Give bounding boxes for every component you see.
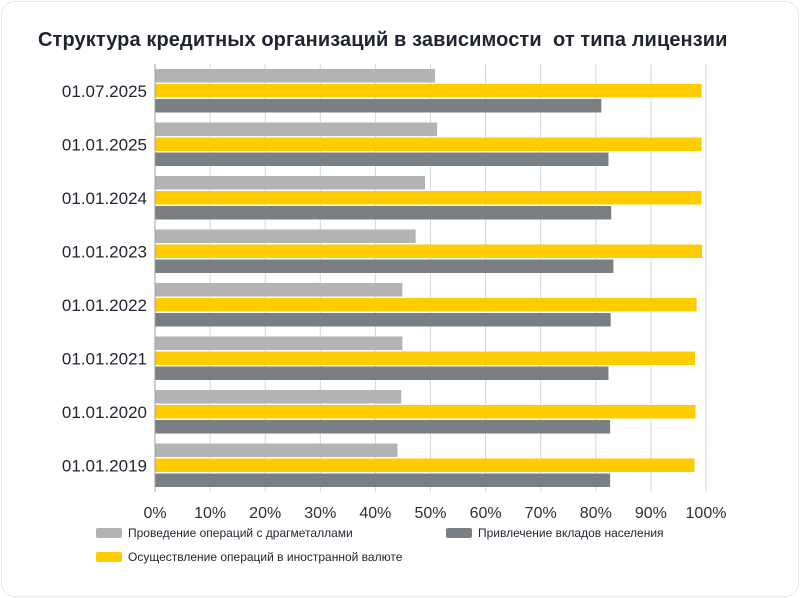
bar <box>155 313 611 327</box>
category-label: 01.01.2025 <box>62 135 147 154</box>
x-tick-label: 50% <box>414 505 446 522</box>
x-tick-label: 70% <box>525 505 557 522</box>
bar <box>155 351 695 365</box>
bar <box>155 69 435 83</box>
legend-swatch <box>96 528 122 538</box>
legend-item-foreign-currency: Осуществление операций в иностранной вал… <box>96 550 402 564</box>
category-label: 01.07.2025 <box>62 82 147 101</box>
legend-item-deposits: Привлечение вкладов населения <box>446 526 664 540</box>
bar <box>155 366 609 380</box>
x-tick-label: 90% <box>635 505 667 522</box>
bar <box>155 458 695 472</box>
bar <box>155 244 703 258</box>
bar <box>155 298 697 312</box>
bar <box>155 206 612 220</box>
bar <box>155 336 403 350</box>
x-tick-label: 100% <box>686 505 727 522</box>
legend-label: Осуществление операций в иностранной вал… <box>128 550 403 564</box>
legend-swatch <box>96 552 122 562</box>
category-label: 01.01.2022 <box>62 296 147 315</box>
bar <box>155 405 696 419</box>
category-label: 01.01.2020 <box>62 403 147 422</box>
bar <box>155 420 611 434</box>
bar <box>155 84 702 98</box>
bar <box>155 443 398 457</box>
chart-legend: Проведение операций с драгметаллами Прив… <box>96 526 776 576</box>
bar <box>155 152 609 166</box>
x-tick-label: 30% <box>304 505 336 522</box>
x-tick-label: 60% <box>470 505 502 522</box>
bar <box>155 122 438 136</box>
bar <box>155 99 602 113</box>
x-tick-label: 80% <box>580 505 612 522</box>
bar <box>155 229 416 243</box>
category-label: 01.01.2023 <box>62 242 147 261</box>
legend-swatch <box>446 528 472 538</box>
legend-label: Привлечение вкладов населения <box>478 526 664 540</box>
legend-item-precious-metals: Проведение операций с драгметаллами <box>96 526 353 540</box>
x-tick-label: 20% <box>249 505 281 522</box>
chart-title: Структура кредитных организаций в зависи… <box>38 29 728 51</box>
x-tick-label: 10% <box>194 505 226 522</box>
category-label: 01.01.2019 <box>62 456 147 475</box>
legend-label: Проведение операций с драгметаллами <box>128 526 353 540</box>
bar <box>155 473 611 487</box>
bar <box>155 137 702 151</box>
category-label: 01.01.2021 <box>62 349 147 368</box>
bar <box>155 259 614 273</box>
x-tick-label: 0% <box>143 505 166 522</box>
bar <box>155 191 702 205</box>
bar <box>155 390 402 404</box>
bar <box>155 283 403 297</box>
bar <box>155 176 425 190</box>
category-label: 01.01.2024 <box>62 189 147 208</box>
x-tick-label: 40% <box>359 505 391 522</box>
